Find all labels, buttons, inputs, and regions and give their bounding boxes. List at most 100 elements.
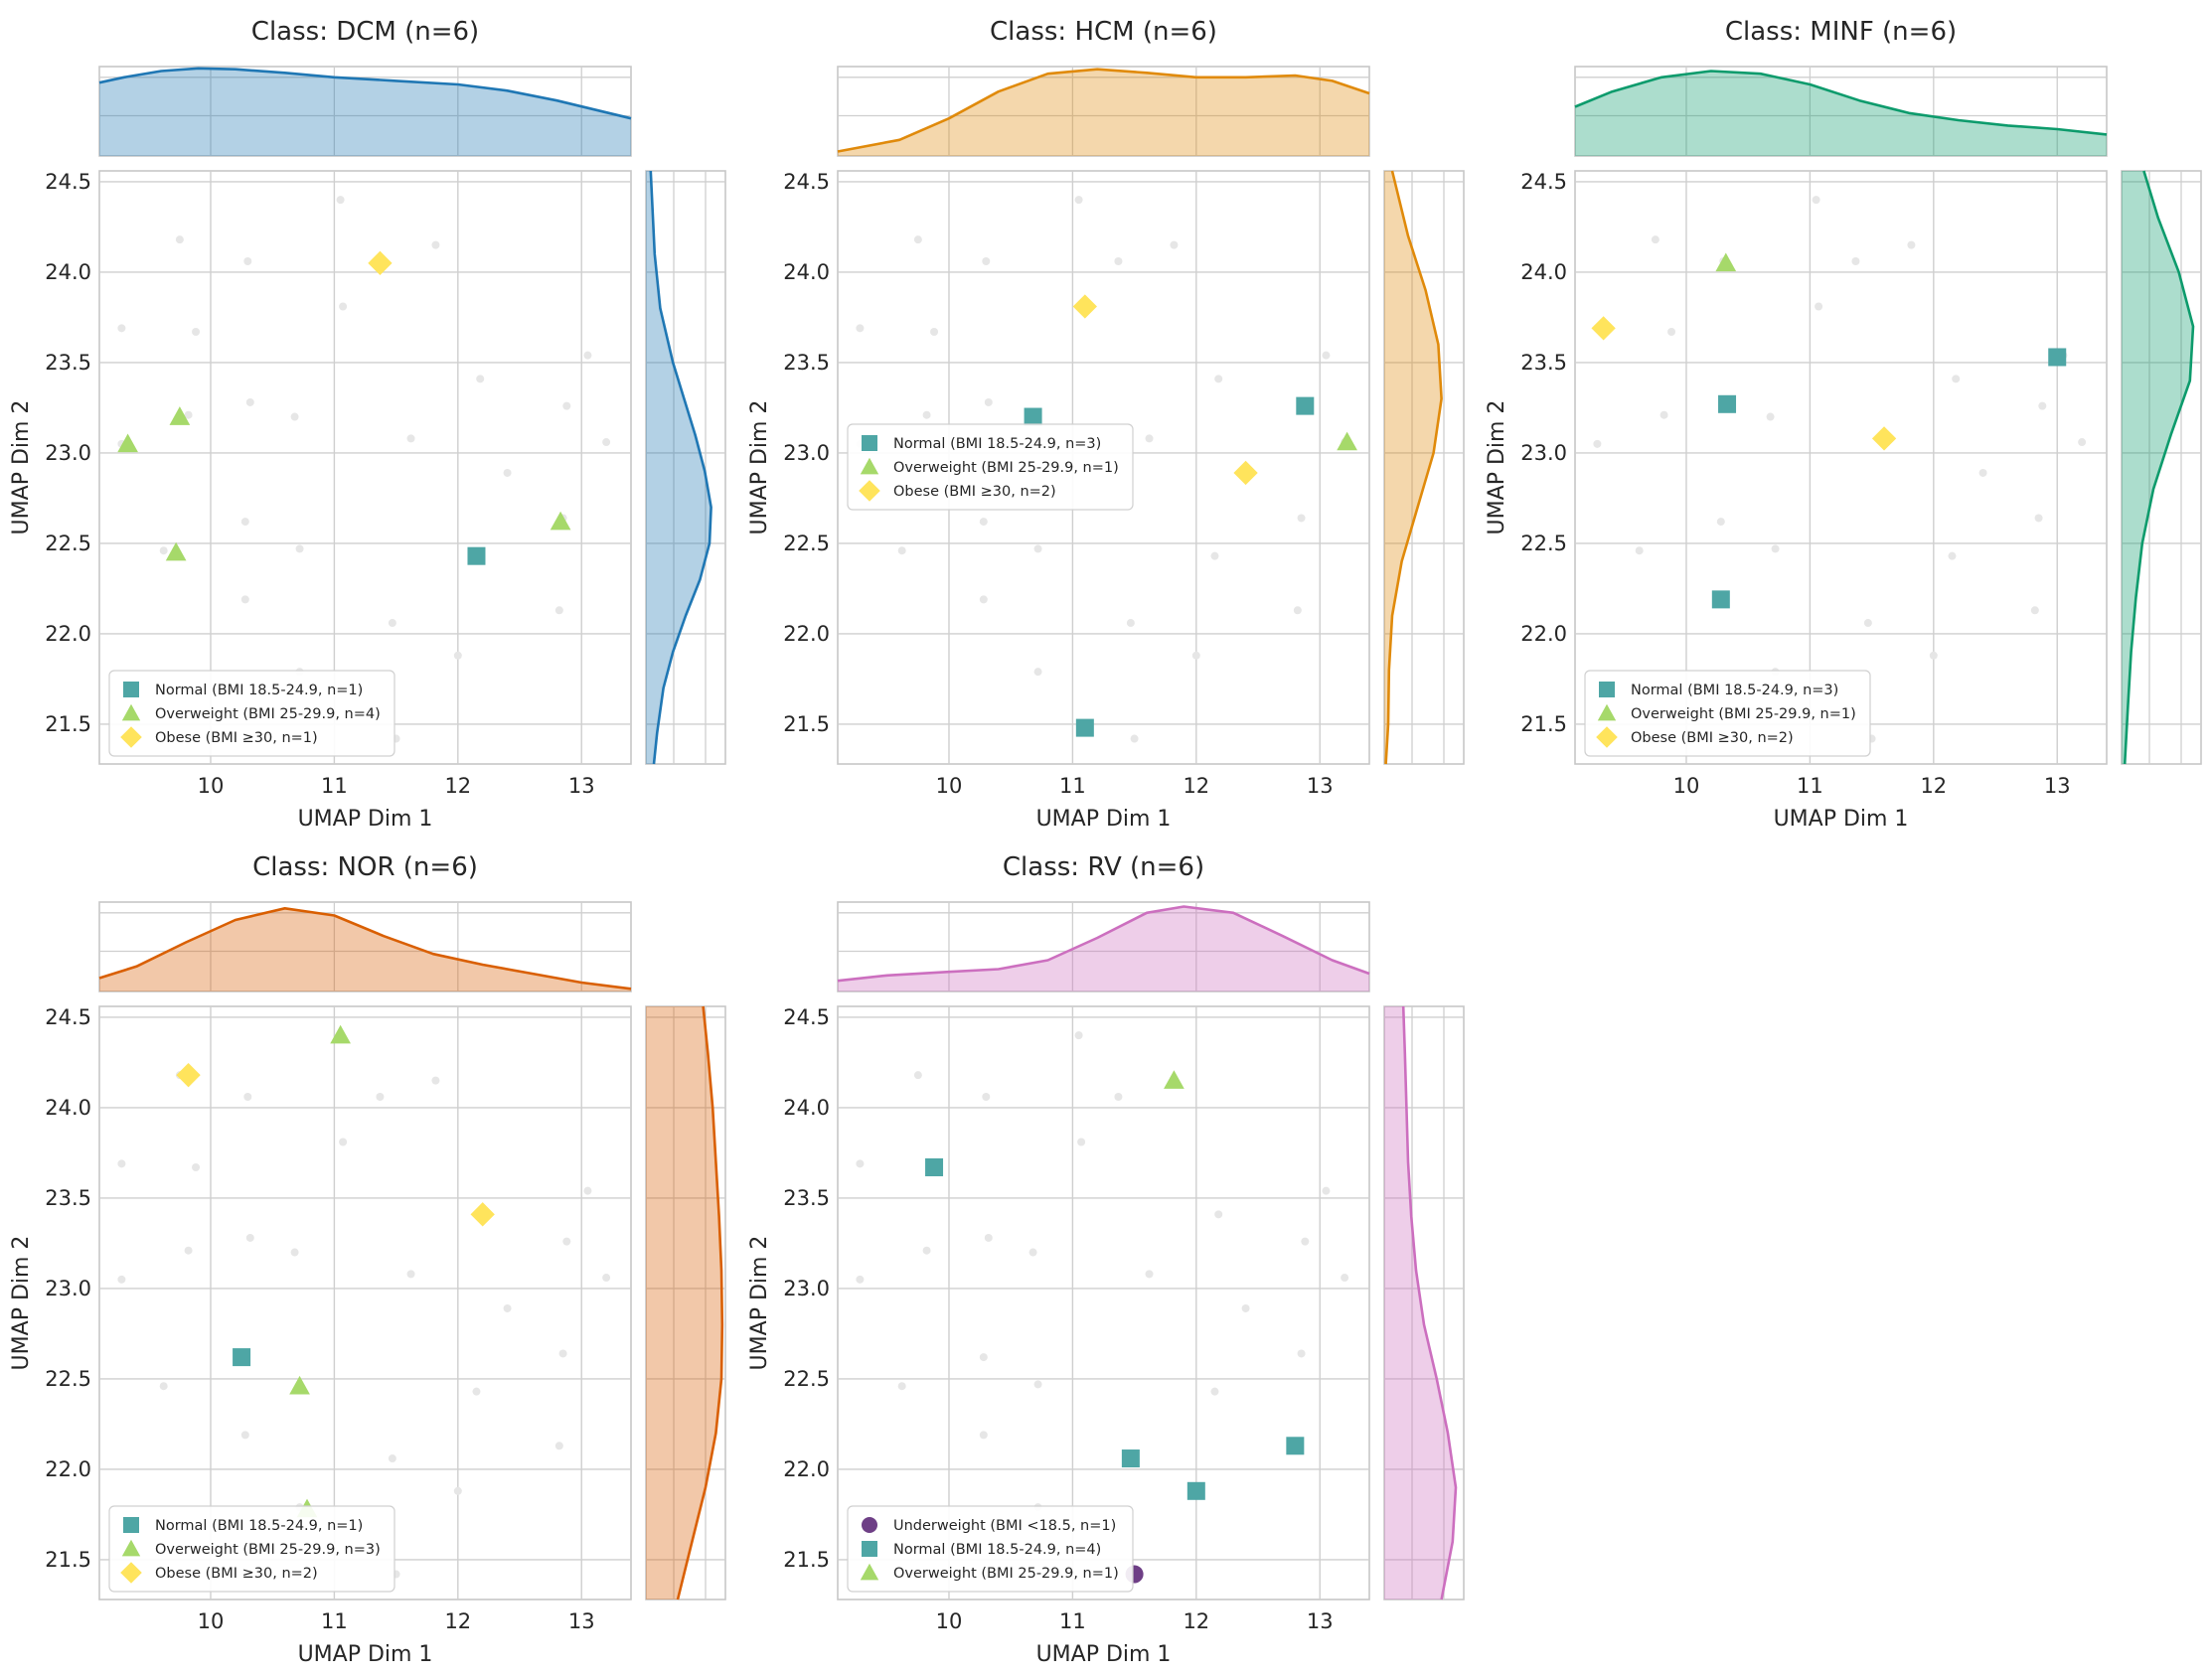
panel-2: Class: MINF (n=6) 10 11 12 13 21.5 22.0 22.5 23.… bbox=[1485, 17, 2202, 832]
x-axis-label: UMAP Dim 1 bbox=[1036, 1642, 1172, 1667]
y-tick-label: 23.5 bbox=[1520, 351, 1567, 375]
background-point bbox=[503, 1303, 512, 1312]
y-tick-label: 24.0 bbox=[45, 1096, 91, 1120]
background-point bbox=[1635, 546, 1644, 555]
panel-4: Class: RV (n=6) 10 11 12 13 21.5 22.0 22.5 23.0 2… bbox=[747, 852, 1465, 1667]
background-point bbox=[175, 235, 184, 244]
x-tick-label: 11 bbox=[1797, 774, 1823, 798]
background-point bbox=[984, 397, 993, 406]
background-point bbox=[1651, 235, 1659, 244]
y-tick-label: 23.0 bbox=[783, 1277, 830, 1300]
point-normal bbox=[1186, 1481, 1205, 1500]
point-overweight bbox=[550, 511, 571, 531]
point-overweight bbox=[330, 1024, 351, 1044]
background-point bbox=[376, 1093, 385, 1102]
panel-title: Class: RV (n=6) bbox=[1003, 852, 1204, 882]
right-marginal-density-fill bbox=[1384, 171, 1442, 764]
point-normal bbox=[1075, 718, 1094, 737]
x-axis-label: UMAP Dim 1 bbox=[298, 1642, 433, 1667]
y-tick-label: 21.5 bbox=[45, 712, 91, 736]
y-axis-label: UMAP Dim 2 bbox=[9, 400, 34, 535]
legend-box bbox=[108, 1505, 395, 1593]
point-obese bbox=[1072, 294, 1097, 319]
point-overweight bbox=[117, 433, 138, 453]
legend-box bbox=[847, 1505, 1134, 1593]
background-point bbox=[1145, 434, 1154, 443]
background-point bbox=[562, 401, 571, 410]
right-marginal-density-line bbox=[649, 170, 712, 765]
main-axes-frame bbox=[837, 1005, 1370, 1600]
background-point bbox=[1145, 1270, 1154, 1279]
legend-label: Obese (BMI ≥30, n=2) bbox=[1631, 730, 1794, 746]
background-point bbox=[336, 196, 345, 205]
point-overweight bbox=[1164, 1070, 1185, 1089]
background-point bbox=[1812, 196, 1820, 205]
point-overweight bbox=[1715, 252, 1737, 272]
background-point bbox=[453, 1486, 462, 1495]
x-tick-label: 12 bbox=[444, 1609, 471, 1633]
panel-title: Class: DCM (n=6) bbox=[251, 17, 479, 47]
legend-marker-overweight bbox=[121, 1539, 141, 1557]
background-point bbox=[406, 434, 415, 443]
y-tick-label: 22.0 bbox=[45, 622, 91, 646]
main-axes-frame bbox=[1574, 170, 2108, 765]
background-point bbox=[922, 410, 931, 419]
background-point bbox=[1929, 651, 1938, 660]
y-tick-label: 23.0 bbox=[783, 441, 830, 465]
background-point bbox=[339, 302, 348, 311]
point-normal bbox=[1286, 1437, 1305, 1455]
x-axis-label: UMAP Dim 1 bbox=[1774, 807, 1909, 832]
background-point bbox=[406, 1270, 415, 1279]
legend-marker-normal bbox=[1599, 682, 1615, 697]
legend-label: Overweight (BMI 25-29.9, n=3) bbox=[155, 1542, 381, 1558]
background-point bbox=[1033, 668, 1042, 677]
background-point bbox=[1074, 196, 1083, 205]
panel-title: Class: MINF (n=6) bbox=[1725, 17, 1957, 47]
background-point bbox=[979, 518, 988, 527]
point-normal bbox=[1718, 394, 1737, 413]
point-normal bbox=[2048, 348, 2067, 367]
legend-label: Normal (BMI 18.5-24.9, n=4) bbox=[893, 1542, 1101, 1558]
background-point bbox=[1210, 1387, 1219, 1396]
y-tick-label: 24.5 bbox=[45, 170, 91, 194]
y-tick-label: 22.5 bbox=[45, 1367, 91, 1391]
right-marginal-density-line bbox=[676, 1005, 724, 1600]
point-normal bbox=[1024, 407, 1042, 426]
right-marginal-frame bbox=[1383, 1005, 1465, 1600]
background-point bbox=[1191, 651, 1200, 660]
legend-label: Normal (BMI 18.5-24.9, n=1) bbox=[155, 1518, 363, 1534]
background-point bbox=[290, 412, 299, 421]
background-point bbox=[1322, 1186, 1331, 1195]
background-point bbox=[1766, 412, 1775, 421]
point-obese bbox=[1591, 316, 1616, 341]
legend: Normal (BMI 18.5-24.9, n=3) Overweight (B… bbox=[847, 423, 1134, 511]
y-tick-label: 24.5 bbox=[783, 1005, 830, 1029]
legend-marker-normal bbox=[123, 1517, 139, 1533]
x-tick-label: 11 bbox=[1059, 774, 1086, 798]
legend-label: Normal (BMI 18.5-24.9, n=3) bbox=[893, 436, 1101, 452]
y-tick-label: 24.0 bbox=[45, 260, 91, 284]
y-tick-label: 23.5 bbox=[783, 351, 830, 375]
background-point bbox=[117, 1275, 126, 1284]
point-overweight bbox=[1337, 431, 1357, 451]
background-point bbox=[476, 375, 485, 383]
y-tick-label: 24.0 bbox=[783, 260, 830, 284]
legend-marker-obese bbox=[120, 726, 142, 748]
background-point bbox=[1659, 410, 1668, 419]
y-tick-label: 24.0 bbox=[783, 1096, 830, 1120]
background-point bbox=[856, 1275, 865, 1284]
background-point bbox=[856, 324, 865, 333]
background-point bbox=[117, 1159, 126, 1168]
background-point bbox=[1301, 1237, 1310, 1246]
x-tick-label: 13 bbox=[568, 1609, 595, 1633]
legend-marker-underweight bbox=[862, 1517, 877, 1533]
background-point bbox=[1716, 518, 1725, 527]
x-axis-label: UMAP Dim 1 bbox=[1036, 807, 1172, 832]
background-point bbox=[554, 606, 563, 615]
legend-marker-overweight bbox=[860, 1563, 879, 1581]
legend: Normal (BMI 18.5-24.9, n=1) Overweight (B… bbox=[108, 670, 395, 757]
y-tick-label: 24.5 bbox=[1520, 170, 1567, 194]
background-point bbox=[1341, 1274, 1349, 1283]
background-point bbox=[1074, 1031, 1083, 1040]
background-point bbox=[240, 595, 249, 604]
